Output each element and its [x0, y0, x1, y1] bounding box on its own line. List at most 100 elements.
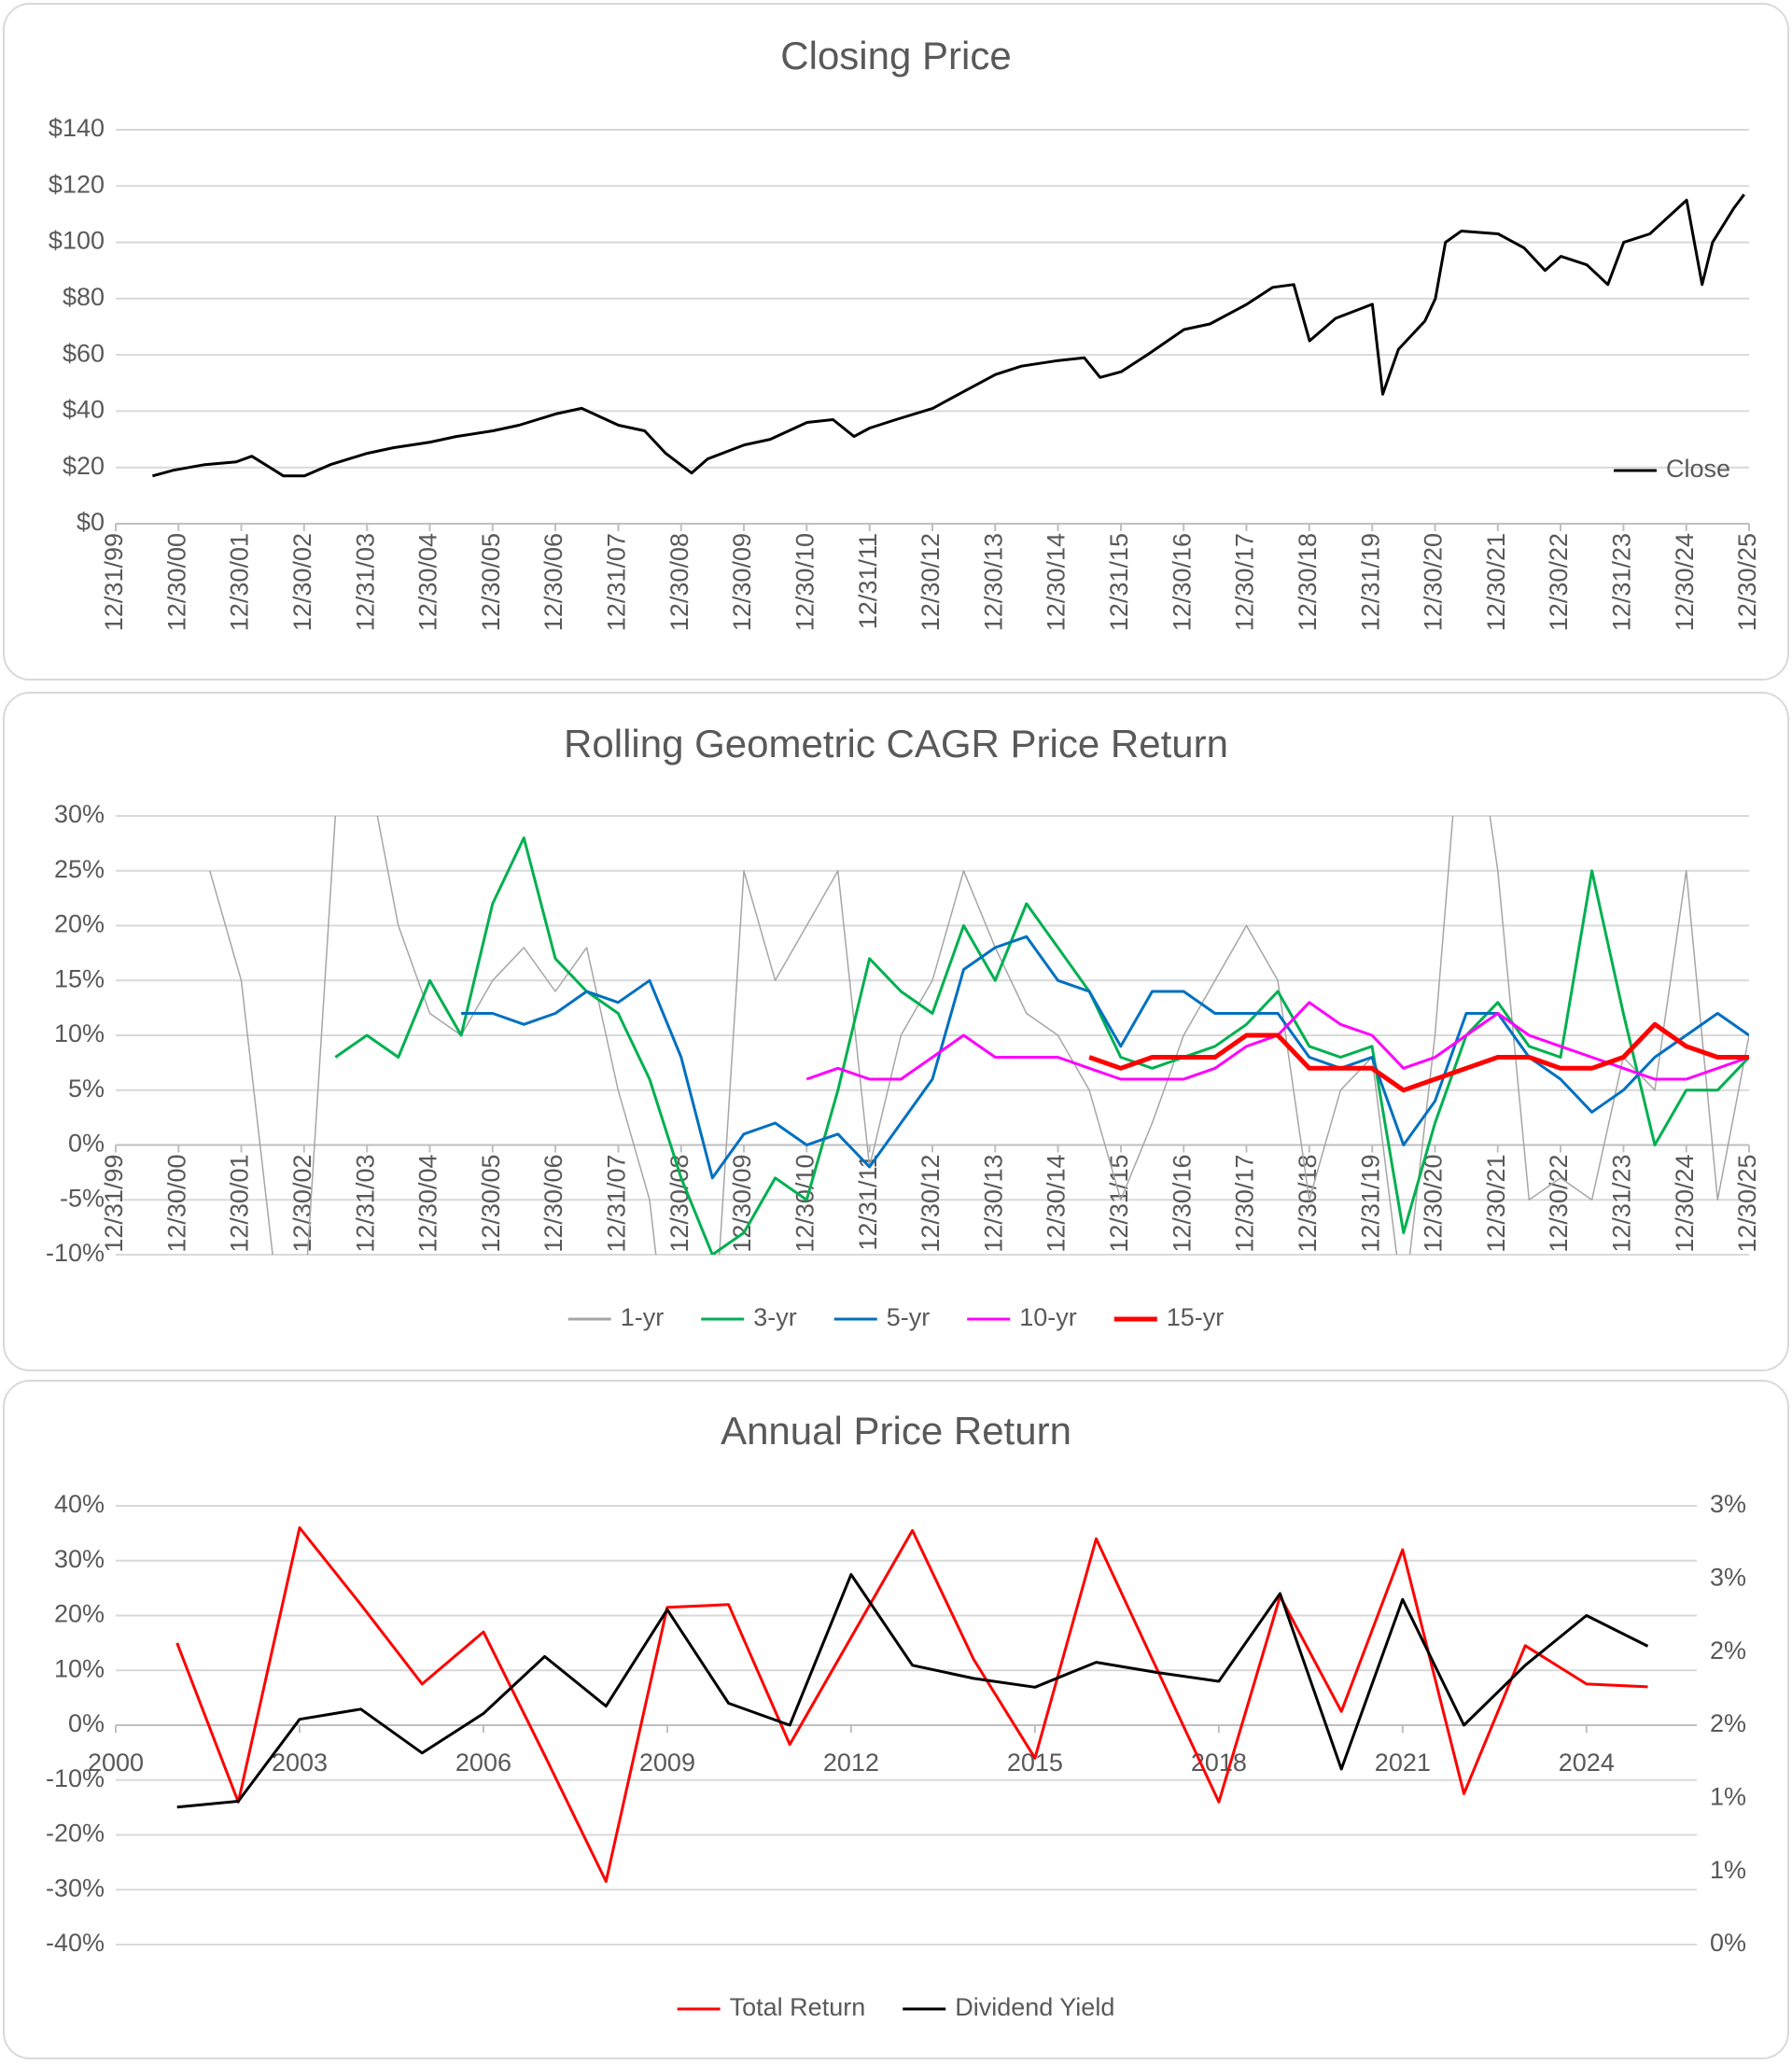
y-tick-label: 25% [54, 855, 105, 883]
x-tick-label: 12/31/19 [1356, 533, 1384, 631]
y-tick-label: $80 [63, 283, 105, 311]
x-tick-label: 12/30/18 [1294, 1155, 1322, 1253]
x-tick-label: 12/30/01 [226, 533, 254, 631]
x-tick-label: 12/30/13 [979, 533, 1007, 631]
x-tick-label: 12/30/12 [917, 533, 945, 631]
y-tick-label: $140 [49, 114, 105, 142]
x-tick-label: 12/30/09 [728, 1155, 756, 1253]
x-tick-label: 12/31/23 [1608, 533, 1636, 631]
x-tick-label: 12/30/05 [477, 533, 505, 631]
x-tick-label: 12/30/12 [917, 1155, 945, 1253]
series-line [176, 1573, 1649, 1809]
legend-label: Total Return [730, 1993, 866, 2021]
series-line [1088, 1021, 1749, 1093]
x-tick-label: 12/30/02 [288, 1155, 316, 1253]
x-tick-label: 12/30/17 [1231, 1155, 1259, 1253]
y-tick-label: $20 [63, 452, 105, 480]
legend-label: 1-yr [621, 1303, 665, 1331]
x-tick-label: 12/30/22 [1545, 533, 1573, 631]
x-tick-label: 2012 [823, 1749, 879, 1777]
y-tick-label: -30% [46, 1874, 105, 1902]
x-tick-label: 12/31/11 [854, 533, 882, 629]
x-tick-label: 12/30/25 [1733, 533, 1761, 631]
legend-label: 5-yr [887, 1303, 931, 1331]
x-tick-label: 12/30/05 [477, 1155, 505, 1253]
x-tick-label: 12/30/04 [414, 1155, 442, 1253]
y-tick-label: 30% [54, 800, 105, 828]
y-tick-label: 20% [54, 910, 105, 938]
x-tick-label: 2015 [1007, 1749, 1063, 1777]
y-tick-label: -10% [46, 1239, 105, 1267]
y2-tick-label: 0% [1710, 1929, 1746, 1957]
x-tick-label: 12/30/16 [1168, 533, 1196, 631]
y-tick-label: 30% [54, 1545, 105, 1573]
series-line [209, 816, 1749, 1255]
panel [3, 1380, 1789, 2059]
x-tick-label: 12/30/24 [1671, 533, 1699, 631]
x-tick-label: 12/30/09 [728, 533, 756, 631]
y-tick-label: 15% [54, 964, 105, 992]
y2-tick-label: 1% [1710, 1856, 1746, 1884]
x-tick-label: 12/30/24 [1671, 1155, 1699, 1253]
x-tick-label: 12/30/06 [539, 533, 567, 631]
x-tick-label: 12/30/00 [162, 533, 190, 631]
panel [3, 692, 1789, 1371]
y2-tick-label: 2% [1710, 1637, 1746, 1665]
chart-title: Annual Price Return [721, 1409, 1071, 1453]
y2-tick-label: 1% [1710, 1782, 1746, 1810]
x-tick-label: 12/30/01 [226, 1155, 254, 1253]
x-tick-label: 2024 [1559, 1749, 1615, 1777]
x-tick-label: 12/31/19 [1356, 1155, 1384, 1253]
x-tick-label: 2000 [88, 1749, 144, 1777]
x-tick-label: 12/30/20 [1420, 533, 1448, 631]
x-tick-label: 12/30/00 [162, 1155, 190, 1253]
x-tick-label: 12/30/21 [1482, 1155, 1510, 1253]
x-tick-label: 12/30/04 [414, 533, 442, 631]
y2-tick-label: 3% [1710, 1490, 1746, 1518]
y-tick-label: -40% [46, 1929, 105, 1957]
x-tick-label: 12/31/99 [100, 1155, 128, 1253]
x-tick-label: 12/31/03 [351, 1155, 379, 1253]
x-tick-label: 12/30/25 [1733, 1155, 1761, 1253]
series-line [152, 193, 1745, 478]
x-tick-label: 2006 [455, 1749, 511, 1777]
legend-label: Close [1666, 455, 1730, 483]
y-tick-label: -20% [46, 1819, 105, 1847]
y-tick-label: 0% [68, 1130, 105, 1158]
x-tick-label: 12/31/07 [603, 533, 631, 631]
panel [3, 3, 1789, 681]
y-tick-label: $40 [63, 396, 105, 424]
x-tick-label: 12/31/15 [1105, 1155, 1133, 1253]
x-tick-label: 2009 [639, 1749, 695, 1777]
legend-label: 3-yr [753, 1303, 797, 1331]
x-tick-label: 12/30/14 [1043, 1155, 1071, 1253]
legend-label: Dividend Yield [955, 1993, 1114, 2021]
series-line [175, 1526, 1648, 1883]
y-tick-label: 10% [54, 1019, 105, 1047]
chart-title: Closing Price [780, 34, 1011, 77]
chart-title: Rolling Geometric CAGR Price Return [564, 722, 1228, 766]
y-tick-label: -5% [60, 1184, 105, 1212]
x-tick-label: 12/30/06 [539, 1155, 567, 1253]
x-tick-label: 2003 [272, 1749, 328, 1777]
y-tick-label: 0% [68, 1709, 105, 1737]
x-tick-label: 12/30/10 [791, 533, 819, 631]
y-tick-label: $0 [77, 508, 105, 536]
x-tick-label: 12/30/02 [288, 533, 316, 631]
y2-tick-label: 3% [1710, 1563, 1746, 1591]
x-tick-label: 12/31/07 [603, 1155, 631, 1253]
x-tick-label: 12/30/08 [665, 533, 693, 631]
y-tick-label: 10% [54, 1654, 105, 1682]
legend-label: 15-yr [1167, 1303, 1225, 1331]
x-tick-label: 12/30/17 [1231, 533, 1259, 631]
y-tick-label: $100 [49, 227, 105, 255]
x-tick-label: 12/31/03 [351, 533, 379, 631]
x-tick-label: 12/30/16 [1168, 1155, 1196, 1253]
x-tick-label: 12/31/15 [1105, 533, 1133, 631]
x-tick-label: 12/30/13 [979, 1155, 1007, 1253]
x-tick-label: 12/31/11 [854, 1155, 882, 1251]
y-tick-label: 20% [54, 1600, 105, 1628]
y-tick-label: 5% [68, 1075, 105, 1103]
